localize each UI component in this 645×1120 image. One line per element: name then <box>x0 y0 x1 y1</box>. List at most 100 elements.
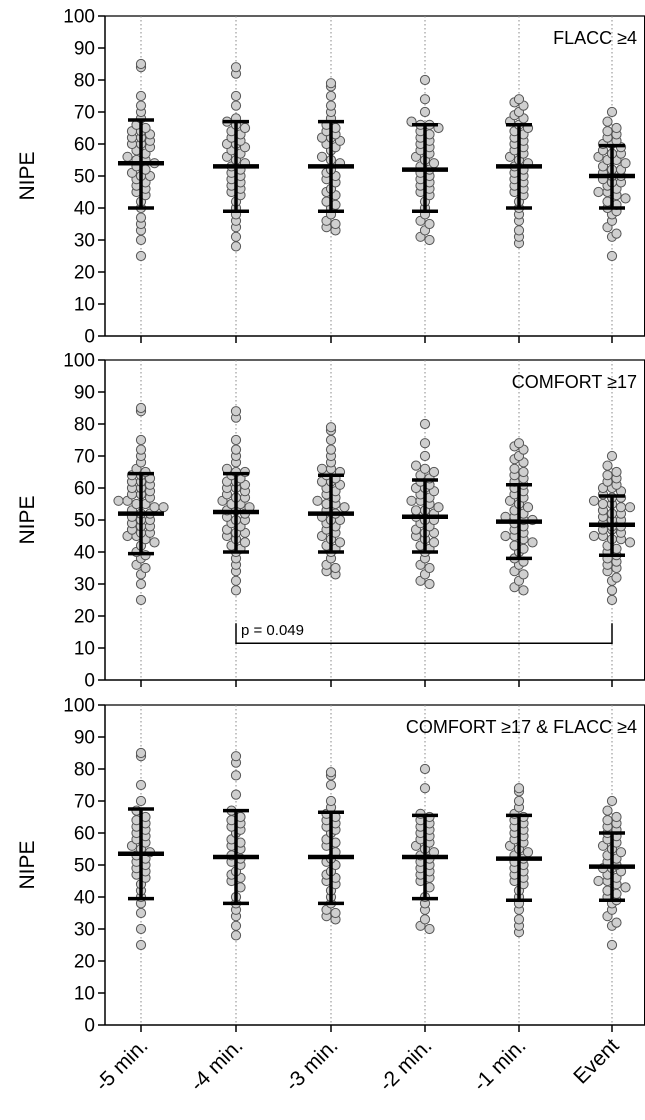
data-point <box>424 218 435 230</box>
data-point <box>593 875 604 887</box>
data-point <box>419 94 431 105</box>
data-point <box>620 882 631 893</box>
y-tick-label: 50 <box>74 511 95 532</box>
series--5 min. <box>118 747 164 951</box>
series--4 min. <box>213 406 259 596</box>
series--4 min. <box>213 62 259 252</box>
y-tick-label: 30 <box>74 920 95 941</box>
y-axis-label: NIPE <box>16 840 39 889</box>
data-point <box>518 569 529 580</box>
data-point <box>239 537 251 548</box>
data-point <box>606 450 618 462</box>
data-point <box>620 158 631 169</box>
data-point <box>419 463 431 474</box>
data-point <box>419 438 431 449</box>
y-tick-label: 20 <box>74 952 95 973</box>
data-point <box>606 939 618 951</box>
y-tick-label: 10 <box>74 639 95 660</box>
data-point <box>606 795 618 807</box>
data-point <box>330 218 341 230</box>
data-point <box>419 74 431 86</box>
data-point <box>325 434 337 446</box>
data-point <box>230 751 242 762</box>
data-point <box>624 502 636 513</box>
data-point <box>334 537 346 548</box>
y-axis-label: NIPE <box>16 151 39 200</box>
data-point <box>624 537 636 548</box>
x-category-label: Event <box>569 1034 623 1088</box>
series--4 min. <box>213 751 259 941</box>
data-point <box>588 495 600 506</box>
y-tick-label: 70 <box>74 792 95 813</box>
series--2 min. <box>402 74 448 246</box>
data-point <box>239 122 251 134</box>
data-point <box>330 562 341 574</box>
data-point <box>158 502 169 513</box>
series--1 min. <box>496 438 542 596</box>
y-tick-label: 90 <box>74 728 95 749</box>
data-point <box>312 495 323 506</box>
data-point <box>135 234 147 246</box>
data-point <box>419 914 431 925</box>
data-point <box>330 907 341 919</box>
y-tick-label: 40 <box>74 888 95 909</box>
data-point <box>433 502 444 513</box>
data-point <box>428 537 440 548</box>
y-tick-label: 10 <box>74 295 95 316</box>
data-point <box>135 90 147 102</box>
y-tick-label: 70 <box>74 103 95 124</box>
data-point <box>611 917 622 928</box>
y-tick-label: 70 <box>74 447 95 468</box>
data-point <box>325 767 337 778</box>
y-tick-label: 40 <box>74 199 95 220</box>
y-tick-label: 100 <box>63 351 95 372</box>
x-category-label: -2 min. <box>375 1034 437 1096</box>
data-point <box>606 250 618 262</box>
data-point <box>135 402 147 414</box>
data-point <box>602 805 613 816</box>
data-point <box>611 811 622 823</box>
data-point <box>113 495 124 506</box>
data-point <box>122 151 133 162</box>
y-tick-label: 10 <box>74 984 95 1005</box>
data-point <box>410 505 422 516</box>
data-point <box>606 594 618 606</box>
series--1 min. <box>496 94 542 249</box>
data-point <box>325 90 337 102</box>
data-point <box>230 920 242 931</box>
data-point <box>135 939 147 951</box>
data-point <box>611 228 622 239</box>
data-point <box>606 585 618 596</box>
data-point <box>620 193 631 204</box>
data-point <box>518 466 529 478</box>
series--3 min. <box>308 767 354 925</box>
y-tick-label: 50 <box>74 167 95 188</box>
y-tick-label: 0 <box>84 1016 95 1037</box>
y-tick-label: 50 <box>74 856 95 877</box>
data-point <box>419 450 431 462</box>
bracket-line <box>235 623 613 644</box>
data-point <box>135 58 147 70</box>
data-point <box>424 562 435 574</box>
data-point <box>135 907 147 919</box>
data-point <box>230 406 242 417</box>
panel-title: COMFORT ≥17 <box>512 372 637 392</box>
data-point <box>325 78 337 89</box>
y-tick-label: 40 <box>74 543 95 564</box>
data-point <box>325 779 337 791</box>
y-tick-label: 80 <box>74 415 95 436</box>
x-category-label: -3 min. <box>281 1034 343 1096</box>
series--5 min. <box>113 402 169 606</box>
data-point <box>419 783 431 794</box>
data-point <box>149 502 160 513</box>
y-tick-label: 20 <box>74 263 95 284</box>
data-point <box>149 537 160 548</box>
data-point <box>518 585 529 596</box>
data-point <box>325 795 337 807</box>
data-point <box>588 530 600 542</box>
data-point <box>611 122 622 134</box>
data-point <box>135 594 147 606</box>
data-point <box>135 444 147 455</box>
data-point <box>602 460 613 471</box>
panel-title: FLACC ≥4 <box>553 28 637 48</box>
